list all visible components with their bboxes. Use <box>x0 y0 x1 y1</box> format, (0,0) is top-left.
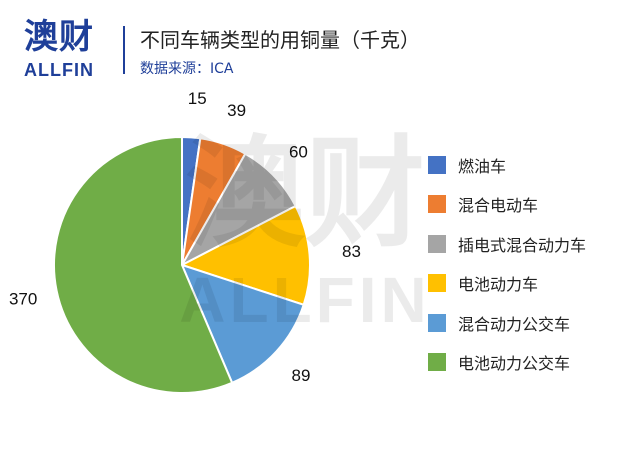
legend-item: 混合电动车 <box>428 185 586 225</box>
logo-text: ALLFIN <box>24 60 94 80</box>
pie-value-labels: 15 39 60 83 89 370 <box>9 89 361 385</box>
data-source: 数据来源：ICA <box>140 61 234 77</box>
legend-label: 混合动力公交车 <box>458 314 571 334</box>
legend-swatch <box>428 274 446 293</box>
legend-item: 插电式混合动力车 <box>428 224 586 264</box>
chart-legend: 燃油车混合电动车插电式混合动力车 电池动力车混合动力公交车 电池动力公交车 <box>428 145 586 382</box>
legend-swatch <box>428 353 446 372</box>
pie-slices <box>53 135 311 394</box>
legend-swatch <box>428 155 446 174</box>
slice-value-label: 39 <box>227 101 246 120</box>
slice-value-label: 89 <box>291 366 310 385</box>
legend-label: 混合电动车 <box>458 196 539 216</box>
slice-value-label: 15 <box>188 89 207 108</box>
legend-item: 燃油车 <box>428 145 586 185</box>
legend-item: 电池动力车 <box>428 264 586 304</box>
slice-value-label: 83 <box>342 242 361 261</box>
pie-slice <box>53 135 234 394</box>
header-divider <box>123 26 125 74</box>
logo-mark: 澳财 <box>24 17 94 57</box>
legend-swatch <box>428 313 446 332</box>
brand-logo: 澳财 ALLFIN <box>14 14 110 80</box>
legend-label: 燃油车 <box>458 156 507 176</box>
slice-value-label: 370 <box>9 290 37 309</box>
legend-swatch <box>428 195 446 214</box>
legend-label: 电池动力公交车 <box>458 354 571 374</box>
legend-label: 电池动力车 <box>458 275 539 295</box>
chart-title: 不同车辆类型的用铜量（千克） <box>140 28 420 52</box>
pie-slice <box>180 263 305 385</box>
pie-slice <box>179 204 311 307</box>
legend-item: 电池动力公交车 <box>428 343 586 383</box>
legend-label: 插电式混合动力车 <box>458 235 587 255</box>
legend-swatch <box>428 234 446 253</box>
slice-value-label: 60 <box>289 142 308 161</box>
legend-item: 混合动力公交车 <box>428 303 586 343</box>
